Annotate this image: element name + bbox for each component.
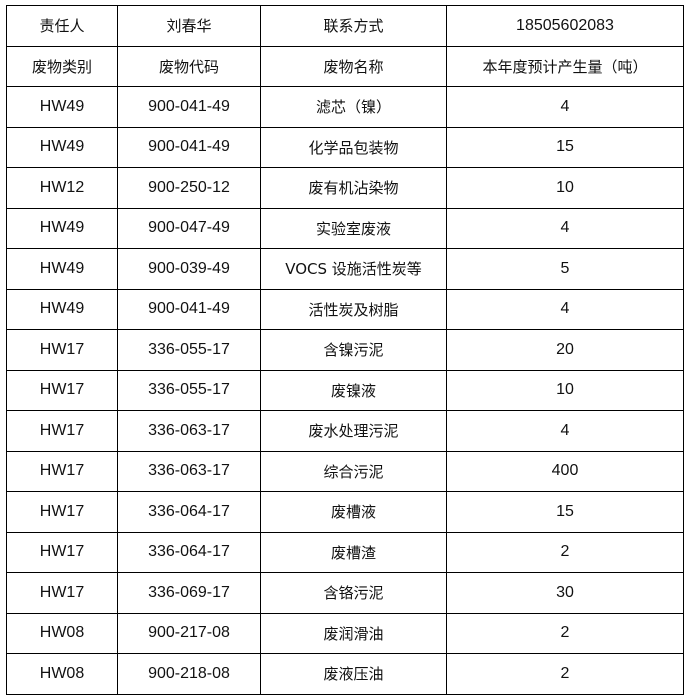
cell-name: 滤芯（镍） — [260, 86, 447, 128]
cell-amount: 20 — [446, 329, 684, 371]
phone-label: 联系方式 — [260, 5, 447, 47]
table-row: HW12 900-250-12 废有机沾染物 10 — [6, 167, 684, 209]
table-row: HW17 336-063-17 综合污泥 400 — [6, 450, 684, 492]
cell-name: 废槽液 — [260, 491, 447, 533]
table-row: HW17 336-064-17 废槽液 15 — [6, 491, 684, 533]
cell-amount: 2 — [446, 612, 684, 654]
table-row: HW17 336-055-17 含镍污泥 20 — [6, 329, 684, 371]
table-row: HW17 336-063-17 废水处理污泥 4 — [6, 410, 684, 452]
cell-name: 废镍液 — [260, 369, 447, 411]
table-row: HW08 900-217-08 废润滑油 2 — [6, 612, 684, 654]
table-row: HW49 900-039-49 VOCS 设施活性炭等 5 — [6, 248, 684, 290]
cell-code: 336-064-17 — [117, 531, 261, 573]
hazardous-waste-table: 责任人 刘春华 联系方式 18505602083 废物类别 废物代码 废物名称 … — [6, 5, 684, 695]
col-header-amount: 本年度预计产生量（吨） — [446, 45, 684, 87]
cell-category: HW12 — [6, 167, 118, 209]
cell-category: HW17 — [6, 369, 118, 411]
table-row: HW17 336-069-17 含铬污泥 30 — [6, 572, 684, 614]
col-header-code: 废物代码 — [117, 45, 261, 87]
cell-code: 900-047-49 — [117, 207, 261, 249]
cell-code: 336-055-17 — [117, 369, 261, 411]
cell-code: 336-063-17 — [117, 410, 261, 452]
cell-category: HW17 — [6, 450, 118, 492]
col-header-name: 废物名称 — [260, 45, 447, 87]
contact-row: 责任人 刘春华 联系方式 18505602083 — [6, 5, 684, 47]
cell-category: HW49 — [6, 248, 118, 290]
cell-amount: 400 — [446, 450, 684, 492]
cell-name: 废液压油 — [260, 653, 447, 695]
cell-name: 废槽渣 — [260, 531, 447, 573]
cell-category: HW17 — [6, 572, 118, 614]
table-row: HW49 900-041-49 滤芯（镍） 4 — [6, 86, 684, 128]
column-header-row: 废物类别 废物代码 废物名称 本年度预计产生量（吨） — [6, 45, 684, 87]
cell-amount: 4 — [446, 86, 684, 128]
cell-category: HW49 — [6, 86, 118, 128]
cell-name: 废润滑油 — [260, 612, 447, 654]
cell-name: 废水处理污泥 — [260, 410, 447, 452]
cell-amount: 10 — [446, 369, 684, 411]
cell-amount: 2 — [446, 653, 684, 695]
table-row: HW49 900-047-49 实验室废液 4 — [6, 207, 684, 249]
cell-amount: 30 — [446, 572, 684, 614]
cell-category: HW49 — [6, 288, 118, 330]
cell-name: 含铬污泥 — [260, 572, 447, 614]
cell-category: HW08 — [6, 653, 118, 695]
table-row: HW08 900-218-08 废液压油 2 — [6, 653, 684, 695]
cell-name: 废有机沾染物 — [260, 167, 447, 209]
cell-category: HW17 — [6, 329, 118, 371]
cell-code: 336-063-17 — [117, 450, 261, 492]
cell-amount: 4 — [446, 207, 684, 249]
cell-category: HW17 — [6, 410, 118, 452]
table-row: HW49 900-041-49 活性炭及树脂 4 — [6, 288, 684, 330]
cell-code: 336-064-17 — [117, 491, 261, 533]
table-row: HW17 336-064-17 废槽渣 2 — [6, 531, 684, 573]
col-header-category: 废物类别 — [6, 45, 118, 87]
cell-amount: 5 — [446, 248, 684, 290]
cell-name: 实验室废液 — [260, 207, 447, 249]
cell-code: 900-039-49 — [117, 248, 261, 290]
cell-code: 336-069-17 — [117, 572, 261, 614]
cell-name: 活性炭及树脂 — [260, 288, 447, 330]
cell-amount: 15 — [446, 126, 684, 168]
cell-category: HW49 — [6, 207, 118, 249]
cell-code: 900-041-49 — [117, 288, 261, 330]
cell-name: 含镍污泥 — [260, 329, 447, 371]
table-row: HW17 336-055-17 废镍液 10 — [6, 369, 684, 411]
cell-amount: 4 — [446, 410, 684, 452]
cell-code: 900-041-49 — [117, 86, 261, 128]
cell-name: 综合污泥 — [260, 450, 447, 492]
cell-name: VOCS 设施活性炭等 — [260, 248, 447, 290]
cell-category: HW17 — [6, 531, 118, 573]
cell-name: 化学品包装物 — [260, 126, 447, 168]
contact-name: 刘春华 — [117, 5, 261, 47]
cell-code: 900-217-08 — [117, 612, 261, 654]
cell-category: HW08 — [6, 612, 118, 654]
cell-code: 336-055-17 — [117, 329, 261, 371]
cell-amount: 4 — [446, 288, 684, 330]
cell-amount: 10 — [446, 167, 684, 209]
cell-amount: 2 — [446, 531, 684, 573]
contact-label: 责任人 — [6, 5, 118, 47]
cell-code: 900-218-08 — [117, 653, 261, 695]
table-row: HW49 900-041-49 化学品包装物 15 — [6, 126, 684, 168]
cell-code: 900-250-12 — [117, 167, 261, 209]
cell-category: HW49 — [6, 126, 118, 168]
cell-category: HW17 — [6, 491, 118, 533]
phone-value: 18505602083 — [446, 5, 684, 47]
cell-amount: 15 — [446, 491, 684, 533]
cell-code: 900-041-49 — [117, 126, 261, 168]
